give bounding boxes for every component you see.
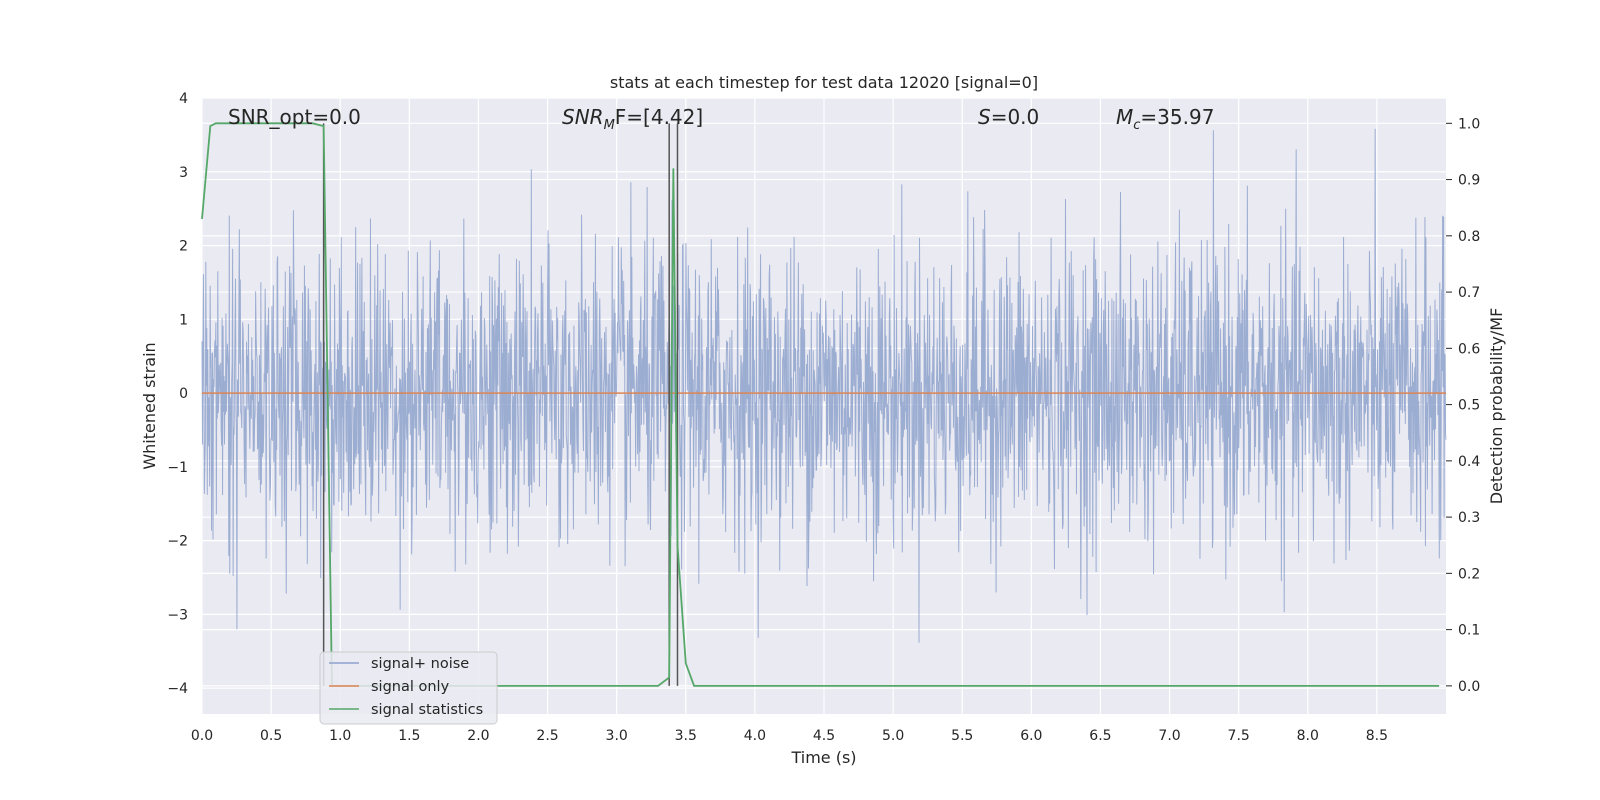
y-left-tick-label: 1	[179, 312, 188, 328]
x-tick-label: 6.0	[1020, 728, 1042, 744]
y-left-axis-ticks: 4 3 2 1 0 −1 −2 −3 −4	[167, 91, 188, 697]
y-right-tick-label: 0.0	[1458, 679, 1480, 695]
y-right-tick-label: 0.3	[1458, 510, 1480, 526]
y-right-axis-label: Detection probability/MF	[1487, 308, 1506, 505]
y-right-tick-label: 0.1	[1458, 623, 1480, 639]
chart-title: stats at each timestep for test data 120…	[610, 73, 1038, 92]
y-left-tick-label: −4	[167, 681, 188, 697]
x-tick-label: 5.5	[951, 728, 973, 744]
x-tick-label: 2.0	[467, 728, 489, 744]
legend-label-noise: signal+ noise	[371, 656, 469, 672]
y-right-tick-label: 0.9	[1458, 173, 1480, 189]
y-right-tick-label: 0.2	[1458, 566, 1480, 582]
y-left-tick-label: 4	[179, 91, 188, 107]
x-tick-label: 5.0	[882, 728, 904, 744]
x-tick-label: 6.5	[1089, 728, 1111, 744]
x-tick-label: 7.0	[1158, 728, 1180, 744]
legend-box	[319, 651, 498, 725]
s-annotation: S=0.0	[978, 105, 1039, 129]
y-right-tick-label: 0.8	[1458, 229, 1480, 245]
x-tick-label: 3.0	[606, 728, 628, 744]
signal-noise-series	[201, 128, 1447, 643]
y-right-axis-ticks: 1.0 0.9 0.8 0.7 0.6 0.5 0.4 0.3 0.2 0.1 0.0	[1446, 116, 1480, 695]
x-axis-label: Time (s)	[790, 748, 856, 767]
x-tick-label: 8.0	[1297, 728, 1319, 744]
x-tick-label: 2.5	[536, 728, 558, 744]
y-left-tick-label: 3	[179, 165, 188, 181]
x-tick-label: 4.0	[744, 728, 766, 744]
y-right-tick-label: 0.7	[1458, 285, 1480, 301]
y-right-tick-label: 0.4	[1458, 454, 1480, 470]
x-tick-label: 0.0	[191, 728, 213, 744]
x-tick-label: 7.5	[1228, 728, 1250, 744]
x-tick-label: 0.5	[260, 728, 282, 744]
x-tick-label: 4.5	[813, 728, 835, 744]
signal-noise-line	[201, 128, 1447, 643]
x-tick-label: 1.0	[329, 728, 351, 744]
y-right-tick-label: 0.5	[1458, 398, 1480, 414]
y-left-tick-label: 0	[179, 386, 188, 402]
x-tick-label: 1.5	[398, 728, 420, 744]
legend-label-signal: signal only	[371, 679, 450, 695]
mc-annotation: Mc=35.97	[1116, 105, 1214, 133]
y-left-tick-label: −3	[167, 607, 188, 623]
y-right-tick-label: 1.0	[1458, 116, 1480, 132]
y-right-tick-label: 0.6	[1458, 341, 1480, 357]
x-axis-ticks: 0.0 0.5 1.0 1.5 2.0 2.5 3.0 3.5 4.0 4.5 5.0 5.5 6.0 6…	[191, 728, 1388, 744]
snr-opt-annotation: SNR_opt=0.0	[228, 105, 361, 129]
y-left-axis-label: Whitened strain	[140, 342, 159, 469]
x-tick-label: 3.5	[675, 728, 697, 744]
y-left-tick-label: −2	[167, 534, 188, 550]
y-left-tick-label: −1	[167, 460, 188, 476]
y-left-tick-label: 2	[179, 239, 188, 255]
legend: signal+ noise signal only signal statist…	[319, 651, 498, 725]
legend-label-stats: signal statistics	[371, 702, 483, 718]
x-tick-label: 8.5	[1366, 728, 1388, 744]
snr-mf-annotation: SNRMF=[4.42]	[562, 105, 703, 133]
